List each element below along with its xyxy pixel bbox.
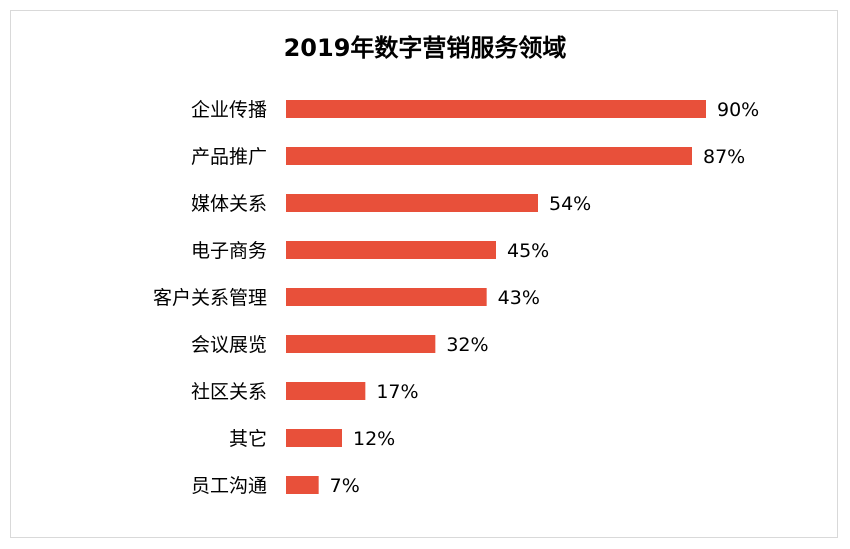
bar [286, 429, 342, 447]
category-label: 电子商务 [191, 240, 267, 262]
chart-frame [10, 10, 838, 538]
chart-title: 2019年数字营销服务领域 [284, 34, 567, 62]
bar [286, 100, 706, 118]
bar [286, 288, 487, 306]
value-label: 7% [330, 475, 360, 497]
category-label: 企业传播 [191, 99, 267, 121]
bars-group: 企业传播 90% 产品推广 87% 媒体关系 54% 电子商务 45% 客户关系管理 43% 会议展… [153, 99, 759, 497]
bar [286, 241, 496, 259]
category-label: 客户关系管理 [153, 287, 267, 309]
bar [286, 147, 692, 165]
category-label: 媒体关系 [191, 193, 267, 215]
value-label: 32% [446, 334, 488, 356]
value-label: 12% [353, 428, 395, 450]
bar [286, 382, 366, 400]
category-label: 员工沟通 [191, 475, 267, 497]
bar [286, 194, 538, 212]
value-label: 54% [549, 193, 591, 215]
category-label: 其它 [229, 428, 267, 450]
value-label: 87% [703, 146, 745, 168]
value-label: 43% [498, 287, 540, 309]
category-label: 社区关系 [191, 381, 267, 403]
bar [286, 476, 319, 494]
bar [286, 335, 436, 353]
category-label: 产品推广 [191, 146, 267, 168]
value-label: 17% [376, 381, 418, 403]
value-label: 45% [507, 240, 549, 262]
category-label: 会议展览 [191, 334, 267, 356]
value-label: 90% [717, 99, 759, 121]
